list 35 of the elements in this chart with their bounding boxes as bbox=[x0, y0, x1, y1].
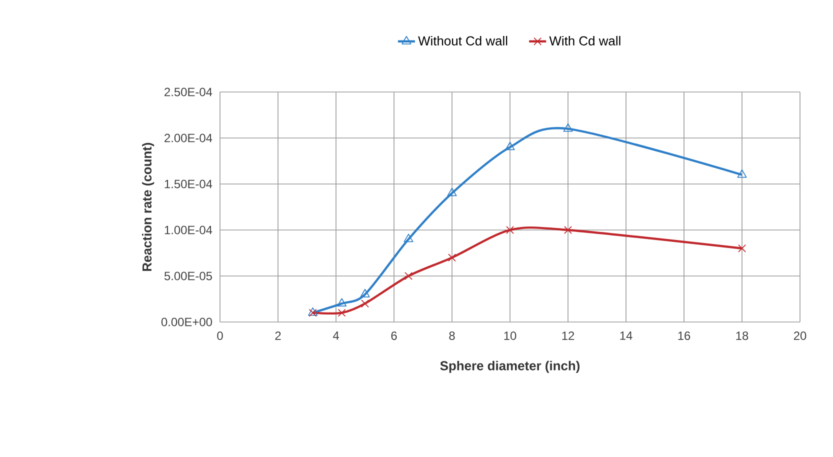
x-tick-label: 16 bbox=[678, 332, 690, 340]
point bbox=[404, 234, 414, 242]
x-tick-label: 2 bbox=[275, 332, 281, 340]
x-tick-label: 10 bbox=[504, 332, 516, 340]
y-axis-title: Reaction rate (count) bbox=[142, 142, 154, 271]
point bbox=[505, 142, 515, 150]
x-tick-label: 8 bbox=[449, 332, 455, 340]
point bbox=[404, 272, 412, 280]
point bbox=[563, 123, 573, 132]
point bbox=[360, 288, 370, 298]
point bbox=[338, 308, 346, 317]
y-tick-label: 2.50E-04 bbox=[164, 88, 212, 96]
point bbox=[564, 226, 572, 234]
x-tick-label: 4 bbox=[332, 332, 339, 340]
point bbox=[447, 188, 457, 196]
x-tick-label: 18 bbox=[736, 332, 748, 340]
point bbox=[737, 169, 747, 178]
x-tick-label: 0 bbox=[217, 332, 223, 340]
point bbox=[506, 226, 514, 234]
point bbox=[361, 300, 369, 308]
point bbox=[337, 298, 347, 307]
y-tick-label: 0.00E+00 bbox=[161, 318, 212, 326]
x-tick-label: 12 bbox=[562, 332, 574, 340]
point bbox=[738, 244, 746, 252]
legend-label: With Cd wall bbox=[549, 36, 620, 46]
y-tick-label: 1.00E-04 bbox=[164, 226, 212, 234]
y-tick-label: 2.00E-04 bbox=[164, 134, 212, 142]
y-tick-label: 5.00E-05 bbox=[164, 272, 212, 280]
y-tick-label: 1.50E-04 bbox=[164, 180, 212, 188]
point bbox=[448, 254, 456, 262]
x-tick-label: 20 bbox=[794, 332, 806, 340]
x-axis-title: Sphere diameter (inch) bbox=[440, 360, 580, 373]
x-tick-label: 6 bbox=[391, 332, 397, 340]
legend-label: Without Cd wall bbox=[418, 36, 508, 46]
x-tick-label: 14 bbox=[620, 332, 632, 340]
